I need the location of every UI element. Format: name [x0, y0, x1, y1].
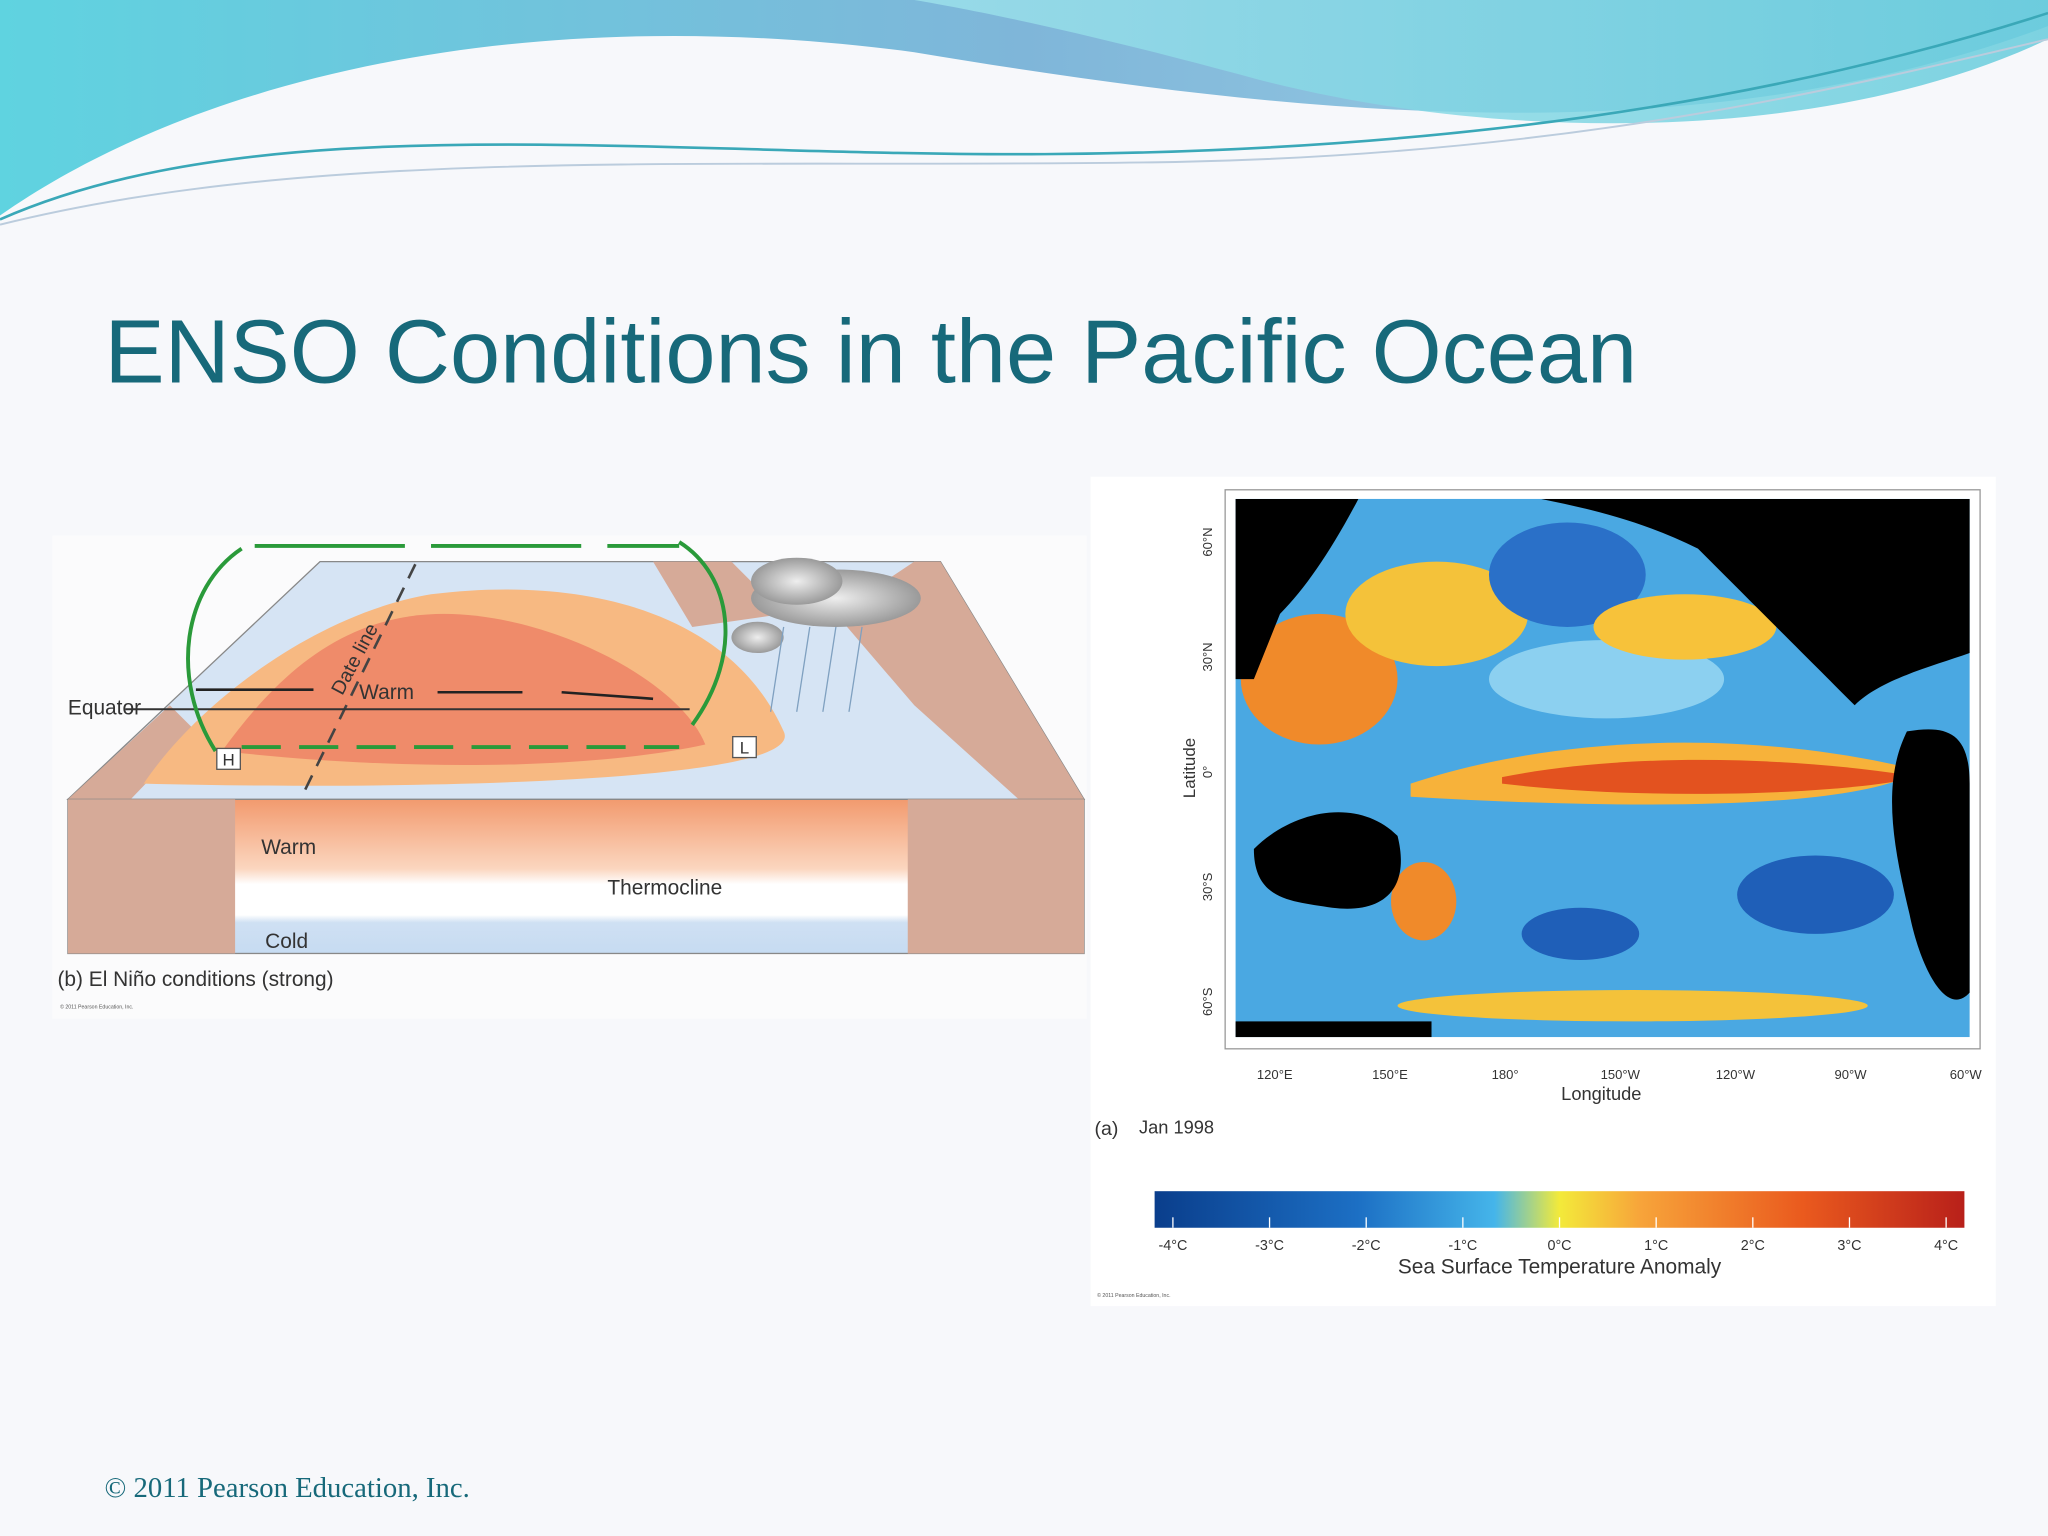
- scale-label: 3°C: [1837, 1238, 1861, 1254]
- scale-label: 0°C: [1547, 1238, 1571, 1254]
- el-nino-diagram: Equator Date line Warm H L Warm Thermocl…: [52, 535, 1087, 1019]
- scale-label: 2°C: [1741, 1238, 1765, 1254]
- scale-label: -4°C: [1158, 1238, 1187, 1254]
- label-warm-surface: Warm: [359, 681, 414, 704]
- map-credit: © 2011 Pearson Education, Inc.: [1097, 1292, 1170, 1299]
- map-date: Jan 1998: [1139, 1117, 1214, 1138]
- label-cold: Cold: [265, 930, 308, 953]
- lat-label: 30°N: [1200, 642, 1215, 671]
- label-equator: Equator: [68, 696, 141, 719]
- lon-label: 180°: [1492, 1067, 1519, 1082]
- anomaly-blobs: [1240, 522, 1920, 1022]
- diagram-caption: (b) El Niño conditions (strong): [57, 968, 333, 991]
- diagram-credit: © 2011 Pearson Education, Inc.: [60, 1003, 133, 1010]
- scale-label: 4°C: [1934, 1238, 1958, 1254]
- footer-credit: © 2011 Pearson Education, Inc.: [104, 1472, 469, 1504]
- sst-map: [1090, 476, 1996, 1307]
- scale-label: 1°C: [1644, 1238, 1668, 1254]
- lon-label: 150°W: [1601, 1067, 1641, 1082]
- scale-label: -2°C: [1352, 1238, 1381, 1254]
- lat-label: 0°: [1200, 766, 1215, 778]
- lat-label: 60°N: [1200, 527, 1215, 556]
- land: [1235, 498, 1970, 1038]
- label-high: H: [222, 750, 234, 769]
- header-waves: [0, 0, 2048, 226]
- label-warm-depth: Warm: [261, 836, 316, 859]
- lon-label: 90°W: [1835, 1067, 1868, 1082]
- lat-label: 60°S: [1200, 987, 1215, 1016]
- scale-title: Sea Surface Temperature Anomaly: [1398, 1255, 1722, 1278]
- lat-label: 30°S: [1200, 872, 1215, 901]
- lon-label: 120°E: [1257, 1067, 1293, 1082]
- panel-label: (a): [1095, 1118, 1119, 1140]
- scale-label: -1°C: [1448, 1238, 1477, 1254]
- lon-title: Longitude: [1561, 1083, 1641, 1104]
- label-low: L: [740, 739, 749, 758]
- lat-title: Latitude: [1180, 738, 1199, 798]
- slide-title: ENSO Conditions in the Pacific Ocean: [104, 302, 1637, 403]
- scale-label: -3°C: [1255, 1238, 1284, 1254]
- lon-label: 120°W: [1716, 1067, 1756, 1082]
- lon-label: 150°E: [1372, 1067, 1408, 1082]
- lon-label: 60°W: [1950, 1067, 1983, 1082]
- label-thermocline: Thermocline: [607, 877, 722, 900]
